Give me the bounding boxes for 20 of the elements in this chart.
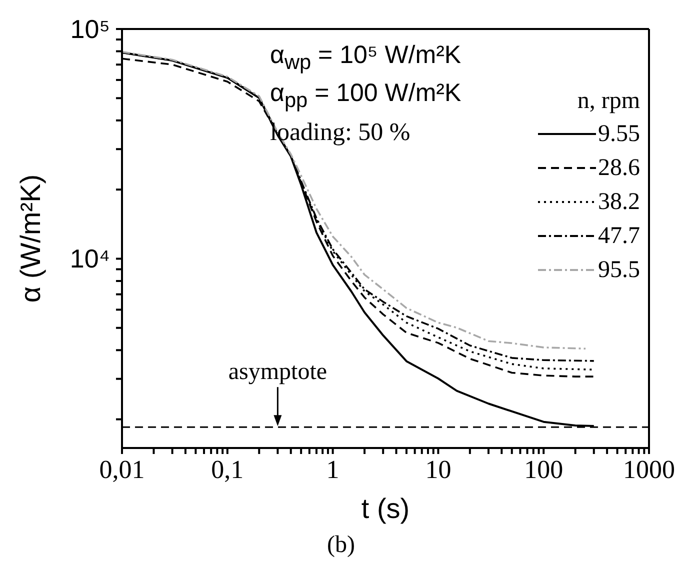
legend-label: 47.7 <box>598 222 640 250</box>
annotation: α$_{wp}$ = 10⁵ W/m²K <box>270 40 462 76</box>
legend-label: 28.6 <box>598 154 640 182</box>
annotation: asymptote <box>228 359 328 386</box>
x-tick-label: 1000 <box>623 455 675 484</box>
y-tick-label: 10⁴ <box>70 244 110 274</box>
text: (b) <box>326 532 356 559</box>
x-axis-title: t (s) <box>361 493 410 524</box>
legend-label: 38.2 <box>598 188 640 216</box>
x-tick-label: 0,1 <box>211 455 244 484</box>
x-tick-label: 100 <box>524 455 564 484</box>
x-tick-label: 0,01 <box>99 455 145 484</box>
x-tick-label: 1 <box>326 455 340 484</box>
x-tick-label: 10 <box>425 455 452 484</box>
annotation: α$_{pp}$ = 100 W/m²K <box>270 78 462 114</box>
legend-label: 95.5 <box>598 256 640 284</box>
y-axis-title: α (W/m²K) <box>15 174 46 303</box>
y-tick-label: 10⁵ <box>70 14 110 44</box>
legend-title: n, rpm <box>576 88 640 115</box>
legend-label: 9.55 <box>598 120 640 148</box>
